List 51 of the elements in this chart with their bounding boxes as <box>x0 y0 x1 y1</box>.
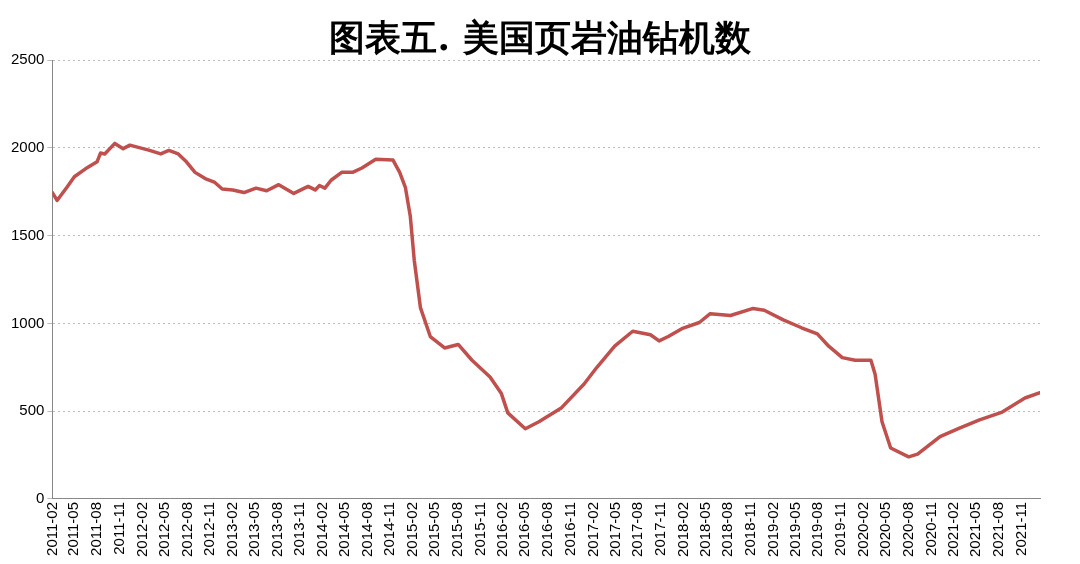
x-tick-label: 2015-11 <box>470 501 488 556</box>
x-tick-label: 2012-08 <box>177 501 195 558</box>
x-tick-label: 2014-11 <box>380 501 398 556</box>
x-tick-label: 2013-02 <box>222 501 240 558</box>
y-tick-label: 1500 <box>10 225 45 243</box>
x-tick-label: 2012-05 <box>154 501 172 558</box>
x-tick-label: 2015-05 <box>425 501 443 558</box>
x-tick-label: 2016-02 <box>493 501 511 558</box>
x-tick-label: 2017-11 <box>650 501 668 556</box>
x-tick-label: 2017-02 <box>583 501 601 558</box>
x-tick-label: 2020-02 <box>853 501 871 558</box>
x-tick-label: 2014-05 <box>335 501 353 558</box>
x-tick-label: 2015-02 <box>403 501 421 558</box>
x-tick-label: 2012-02 <box>132 501 150 558</box>
x-tick-label: 2018-05 <box>695 501 713 558</box>
x-tick-label: 2013-08 <box>267 501 285 558</box>
x-tick-label: 2019-08 <box>808 501 826 558</box>
chart-title: 图表五. 美国页岩油钻机数 <box>329 16 751 58</box>
x-tick-label: 2014-02 <box>313 501 331 558</box>
x-tick-label: 2017-08 <box>628 501 646 558</box>
x-tick-label: 2019-02 <box>763 501 781 558</box>
x-tick-label: 2013-11 <box>290 501 308 556</box>
y-tick-label: 2500 <box>10 50 45 68</box>
y-tick-label: 500 <box>19 401 45 419</box>
y-tick-label: 2000 <box>10 137 45 155</box>
x-tick-label: 2017-05 <box>605 501 623 558</box>
x-tick-label: 2014-08 <box>357 501 375 558</box>
x-tick-label: 2021-08 <box>988 501 1006 558</box>
x-tick-label: 2018-08 <box>718 501 736 558</box>
x-tick-label: 2021-11 <box>1011 501 1029 556</box>
x-tick-label: 2016-05 <box>515 501 533 558</box>
x-tick-label: 2021-05 <box>966 501 984 558</box>
x-tick-label: 2016-11 <box>560 501 578 556</box>
x-tick-label: 2020-08 <box>898 501 916 558</box>
x-tick-label: 2020-05 <box>876 501 894 558</box>
x-tick-label: 2011-08 <box>87 501 105 556</box>
y-tick-label: 1000 <box>10 313 45 331</box>
x-tick-label: 2018-11 <box>741 501 759 556</box>
x-tick-label: 2019-05 <box>785 501 803 558</box>
x-tick-label: 2011-11 <box>109 501 127 555</box>
x-tick-label: 2011-02 <box>42 501 60 556</box>
x-tick-label: 2018-02 <box>673 501 691 558</box>
x-tick-label: 2011-05 <box>64 501 82 556</box>
x-tick-label: 2020-11 <box>921 501 939 556</box>
x-tick-label: 2021-02 <box>944 501 962 558</box>
x-tick-label: 2012-11 <box>200 501 218 556</box>
x-tick-label: 2016-08 <box>538 501 556 558</box>
x-tick-label: 2013-05 <box>244 501 262 558</box>
y-tick-label: 0 <box>36 489 45 507</box>
x-tick-label: 2015-08 <box>447 501 465 558</box>
x-tick-label: 2019-11 <box>831 501 849 556</box>
